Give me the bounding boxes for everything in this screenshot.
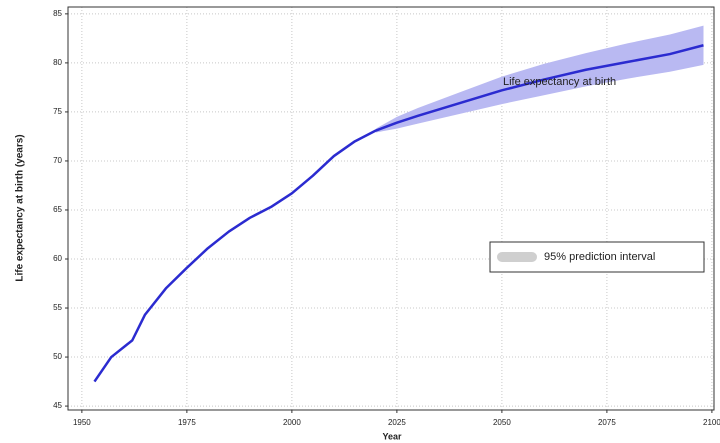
x-tick-label: 1975 [178,418,196,427]
line [93,44,704,383]
x-tick-label: 2075 [598,418,616,427]
y-tick-label: 85 [53,9,62,18]
y-tick-label: 65 [53,205,62,214]
x-tick-label: 2025 [388,418,406,427]
y-axis-label: Life expectancy at birth (years) [15,134,26,281]
y-tick-label: 80 [53,58,62,67]
x-tick-label: 2000 [283,418,301,427]
plot-frame [67,6,715,411]
legend-label: 95% prediction interval [544,251,655,263]
x-tick-label: 1950 [73,418,91,427]
y-tick-label: 50 [53,352,62,361]
y-tick-label: 55 [53,303,62,312]
y-tick-label: 70 [53,156,62,165]
y-tick-label: 75 [53,107,62,116]
y-tick-label: 45 [53,401,62,410]
prediction-band [375,25,704,133]
legend-swatch [497,252,537,262]
line-annotation: Life expectancy at birth [503,76,616,88]
x-tick-label: 2050 [493,418,511,427]
x-axis-label: Year [382,431,402,441]
x-tick-label: 2100 [703,418,720,427]
y-tick-label: 60 [53,254,62,263]
